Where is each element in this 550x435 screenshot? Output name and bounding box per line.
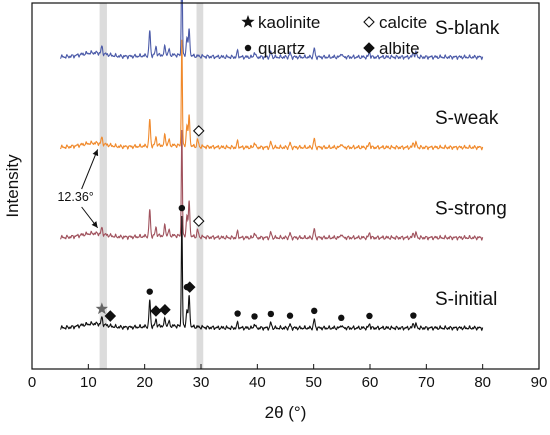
- curve-s-strong: [59, 130, 484, 241]
- annotation-arrow-up: [81, 149, 99, 190]
- phase-marker-circle-9: [251, 313, 258, 320]
- x-tick-label-30: 30: [193, 374, 210, 391]
- series-label-s-initial: S-initial: [435, 289, 497, 310]
- curve-s-blank: [59, 0, 484, 61]
- diffraction-curves: [59, 0, 484, 332]
- legend-symbol-filled-diamond: [363, 42, 375, 54]
- legend: kaolinite calcite quartz albite: [241, 13, 427, 58]
- legend-label-albite: albite: [379, 39, 420, 58]
- legend-label-calcite: calcite: [379, 13, 427, 32]
- legend-symbol-star: [241, 15, 255, 28]
- phase-marker-circle-8: [234, 310, 241, 317]
- series-label-s-strong: S-strong: [435, 199, 507, 220]
- legend-label-kaolinite: kaolinite: [258, 13, 320, 32]
- x-tick-label-80: 80: [474, 374, 491, 391]
- legend-label-quartz: quartz: [258, 39, 305, 58]
- annotation-label: 12.36°: [57, 190, 93, 204]
- plot-frame: [31, 2, 540, 370]
- x-tick-label-20: 20: [136, 374, 153, 391]
- phase-marker-circle-5: [178, 204, 186, 212]
- series-labels: S-blank S-weak S-strong S-initial: [435, 18, 507, 310]
- x-axis: 0 10 20 30 40 50 60 70 80 90: [28, 364, 548, 391]
- x-axis-title: 2θ (°): [265, 403, 307, 422]
- legend-symbol-open-diamond: [363, 16, 375, 28]
- highlight-band-1: [196, 3, 204, 369]
- phase-marker-circle-12: [311, 307, 318, 315]
- x-tick-label-0: 0: [28, 374, 36, 391]
- x-tick-label-10: 10: [80, 374, 97, 391]
- phase-marker-filled-diamond-7: [183, 281, 196, 293]
- phase-marker-circle-10: [267, 310, 275, 318]
- phase-marker-circle-2: [146, 288, 153, 295]
- phase-marker-circle-14: [366, 312, 373, 320]
- series-label-s-blank: S-blank: [435, 18, 500, 39]
- phase-marker-filled-diamond-3: [150, 305, 162, 317]
- y-axis-title: Intensity: [3, 154, 22, 218]
- x-tick-label-90: 90: [531, 374, 548, 391]
- highlight-bands: [99, 3, 204, 369]
- phase-marker-circle-13: [338, 314, 345, 322]
- peak-annotation: 12.36°: [57, 149, 99, 229]
- x-tick-label-60: 60: [362, 374, 379, 391]
- x-tick-label-50: 50: [305, 374, 322, 391]
- phase-marker-filled-diamond-4: [159, 303, 171, 316]
- phase-marker-filled-diamond-1: [104, 310, 117, 322]
- highlight-band-0: [99, 3, 107, 369]
- phase-marker-circle-11: [286, 312, 294, 319]
- legend-symbol-circle: [244, 44, 252, 52]
- phase-marker-circle-15: [410, 312, 417, 319]
- series-label-s-weak: S-weak: [435, 108, 499, 129]
- curve-s-weak: [59, 39, 484, 151]
- x-tick-label-40: 40: [249, 374, 266, 391]
- phase-marker-open-diamond-16: [192, 125, 205, 137]
- phase-marker-open-diamond-17: [192, 215, 205, 227]
- phase-markers: [95, 125, 417, 322]
- annotation-arrow-down: [81, 206, 99, 229]
- x-tick-label-70: 70: [418, 374, 435, 391]
- phase-marker-star-0: [95, 302, 109, 315]
- curve-s-initial: [59, 216, 484, 332]
